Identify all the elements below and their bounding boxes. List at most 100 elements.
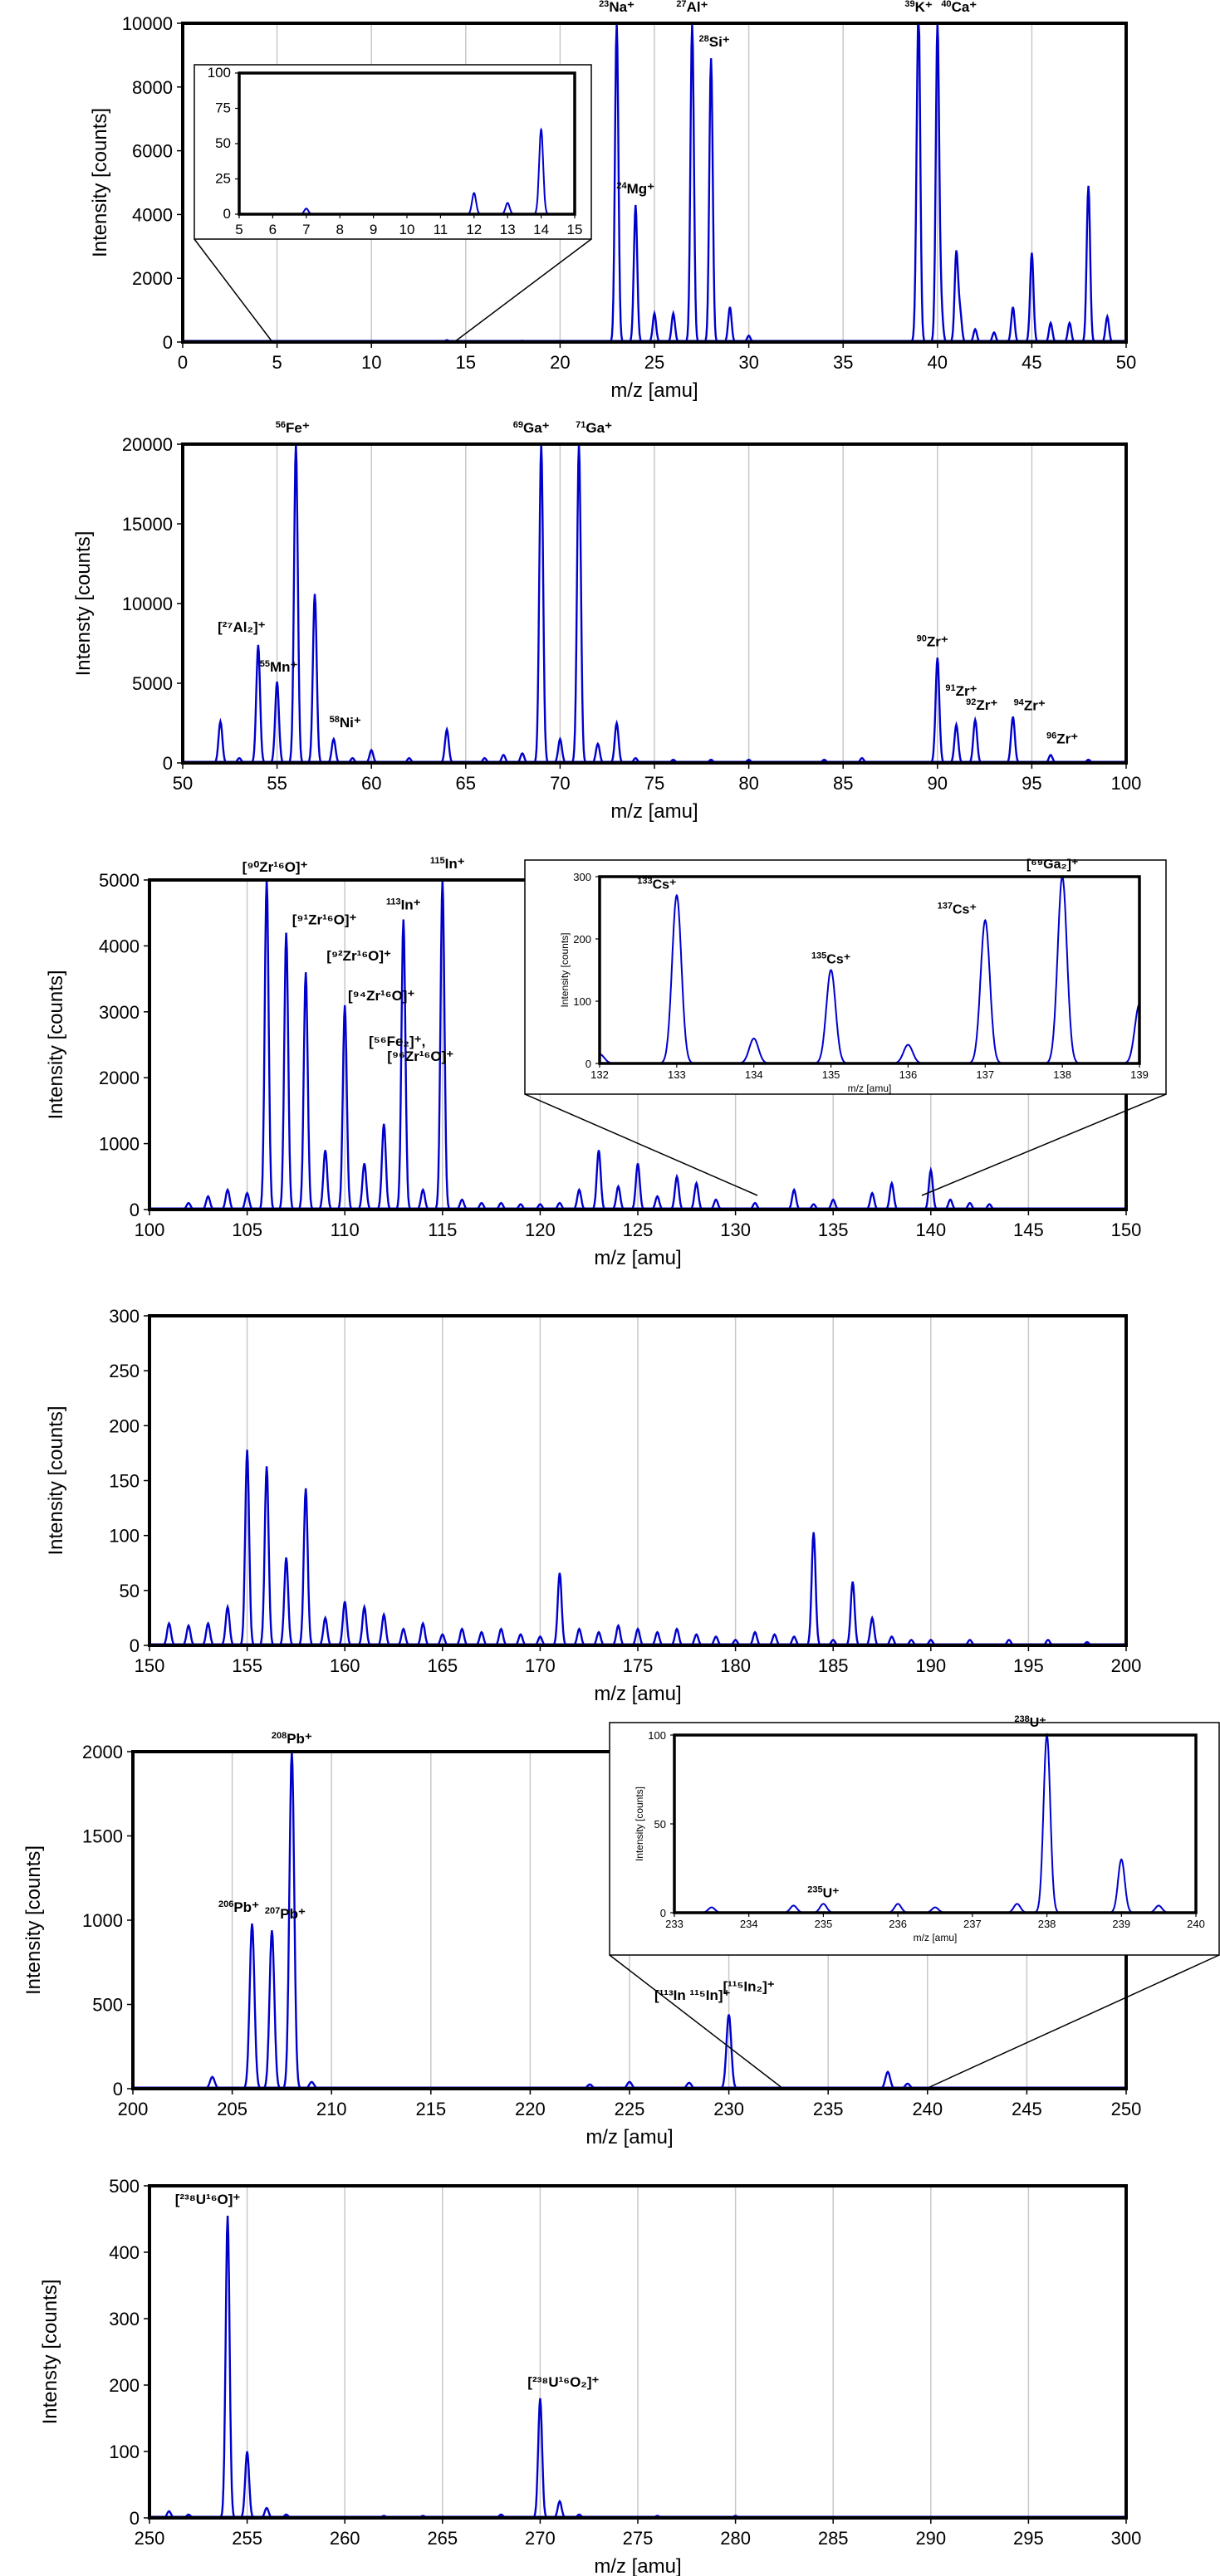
main-peak-label-5: 40Ca⁺	[941, 0, 977, 15]
main-peak-label-1: 24Mg⁺	[616, 181, 654, 197]
x-tick-label: 40	[928, 352, 948, 373]
main-peak-label-3: [⁹⁴Zr¹⁶O]⁺	[348, 988, 415, 1004]
x-axis-label: m/z [amu]	[594, 1247, 681, 1269]
main-peak-label-0: 23Na⁺	[599, 0, 634, 15]
inset-peak-label-0: 133Cs⁺	[637, 877, 676, 892]
x-tick-label: 150	[135, 1655, 165, 1676]
y-tick-label: 8000	[132, 77, 173, 98]
x-tick-label: 260	[330, 2528, 360, 2549]
y-tick-label: 0	[130, 2508, 140, 2529]
x-tick-label: 270	[525, 2528, 556, 2549]
main-peak-label-10: 96Zr⁺	[1046, 731, 1078, 746]
inset-outer-frame	[524, 859, 1167, 1095]
y-tick-label: 4000	[99, 936, 140, 956]
x-tick-label: 95	[1022, 773, 1041, 794]
x-tick-label: 275	[623, 2528, 654, 2549]
zoom-connector	[921, 1093, 1167, 1196]
x-tick-label: 245	[1012, 2099, 1042, 2119]
x-tick-label: 285	[818, 2528, 849, 2549]
x-tick-label: 5	[272, 352, 282, 373]
x-tick-label: 235	[813, 2099, 844, 2119]
x-tick-label: 45	[1022, 352, 1041, 373]
y-tick-label: 0	[130, 1200, 140, 1220]
inset-x-tick-label: 8	[336, 222, 343, 237]
main-peak-label-1: [⁹¹Zr¹⁶O]⁺	[292, 912, 357, 928]
spectrum-panel-3: 100 105 110 115 120 125 130 135 140 145 1500100020…	[45, 856, 1141, 1269]
x-tick-label: 225	[615, 2099, 645, 2119]
x-tick-label: 80	[738, 773, 758, 794]
x-tick-label: 250	[1111, 2099, 1142, 2119]
y-axis-label: Intensity [counts]	[89, 108, 111, 257]
y-tick-label: 1000	[99, 1134, 140, 1155]
inset-panel-3: 132 133 134 135 136 137 138 139 0 100 200 300 m/z [a…	[524, 858, 1167, 1196]
inset-x-tick-label: 10	[399, 222, 415, 237]
inset-peak-label-0: 235U⁺	[807, 1884, 839, 1900]
x-tick-label: 20	[550, 352, 570, 373]
inset-y-tick-label: 100	[208, 65, 231, 81]
x-tick-label: 70	[550, 773, 570, 794]
y-tick-label: 5000	[132, 673, 173, 694]
x-tick-label: 130	[720, 1220, 751, 1240]
y-tick-label: 0	[163, 753, 173, 774]
main-peak-label-3: [²⁷Al₂]⁺	[218, 619, 266, 635]
x-tick-label: 100	[135, 1220, 165, 1240]
main-peak-label-4: 113In⁺	[386, 897, 421, 913]
spectrum-panel-6: 250 255 260 265 270 275 280 285 290 295 300 0 100 200…	[39, 2176, 1141, 2576]
main-peak-label-8: 92Zr⁺	[966, 697, 997, 713]
y-tick-label: 6000	[132, 141, 173, 162]
inset-x-tick-label: 12	[466, 222, 482, 237]
x-tick-label: 30	[738, 352, 758, 373]
y-tick-label: 300	[109, 2309, 140, 2329]
y-tick-label: 10000	[122, 594, 173, 614]
main-peak-label-0: 208Pb⁺	[272, 1731, 312, 1747]
y-axis-label: Intensity [counts]	[45, 970, 67, 1119]
main-peak-label-3: 28Si⁺	[699, 34, 730, 50]
x-tick-label: 250	[135, 2528, 165, 2549]
inset-peak-label-1: 135Cs⁺	[811, 951, 850, 967]
y-tick-label: 5000	[99, 870, 140, 891]
inset-y-tick-label: 50	[215, 135, 231, 151]
inset-x-tick-label: 233	[665, 1918, 683, 1930]
inset-x-tick-label: 135	[822, 1068, 840, 1081]
x-tick-label: 300	[1111, 2528, 1142, 2549]
inset-y-axis-label: Intensity [counts]	[634, 1787, 645, 1861]
y-tick-label: 200	[109, 1415, 140, 1436]
inset-x-tick-label: 5	[235, 222, 243, 237]
inset-x-tick-label: 234	[740, 1918, 758, 1930]
inset-x-tick-label: 238	[1038, 1918, 1056, 1930]
main-peak-label-2: 71Ga⁺	[576, 420, 612, 436]
main-peak-label-7: [⁹⁶Zr¹⁶O]⁺	[387, 1048, 453, 1064]
inset-x-tick-label: 136	[899, 1068, 918, 1081]
y-axis-label: Intensity [counts]	[45, 1405, 67, 1555]
inset-x-tick-label: 132	[590, 1068, 609, 1081]
x-tick-label: 15	[456, 352, 476, 373]
y-axis-label: Intensty [counts]	[72, 531, 95, 677]
inset-x-tick-label: 235	[815, 1918, 833, 1930]
main-peak-label-0: [⁹⁰Zr¹⁶O]⁺	[243, 859, 308, 875]
main-peak-label-6: [⁵⁶Fe₂]⁺,	[369, 1034, 425, 1049]
x-tick-label: 180	[720, 1655, 751, 1676]
x-tick-label: 140	[915, 1220, 946, 1240]
y-tick-label: 500	[109, 2176, 140, 2197]
x-tick-label: 135	[818, 1220, 849, 1240]
inset-y-tick-label: 200	[573, 933, 591, 946]
main-peak-label-2: 207Pb⁺	[265, 1906, 306, 1922]
zoom-connector	[453, 238, 592, 343]
zoom-connector	[194, 238, 273, 343]
inset-y-axis-label: Intensity [counts]	[559, 932, 571, 1007]
x-tick-label: 105	[232, 1220, 262, 1240]
main-peak-label-4: 55Mn⁺	[260, 659, 298, 675]
main-peak-label-0: 56Fe⁺	[276, 420, 310, 436]
inset-y-tick-label: 0	[660, 1907, 666, 1919]
inset-y-tick-label: 100	[573, 995, 591, 1008]
y-tick-label: 100	[109, 2442, 140, 2462]
inset-peak-label-3: [⁶⁹Ga₂]⁺	[1026, 858, 1079, 872]
x-axis-label: m/z [amu]	[610, 800, 698, 823]
x-tick-label: 65	[456, 773, 476, 794]
inset-y-tick-label: 0	[586, 1058, 591, 1070]
inset-x-tick-label: 7	[302, 222, 310, 237]
y-tick-label: 20000	[122, 434, 173, 455]
x-tick-label: 175	[623, 1655, 654, 1676]
inset-outer-frame	[609, 1722, 1220, 1956]
